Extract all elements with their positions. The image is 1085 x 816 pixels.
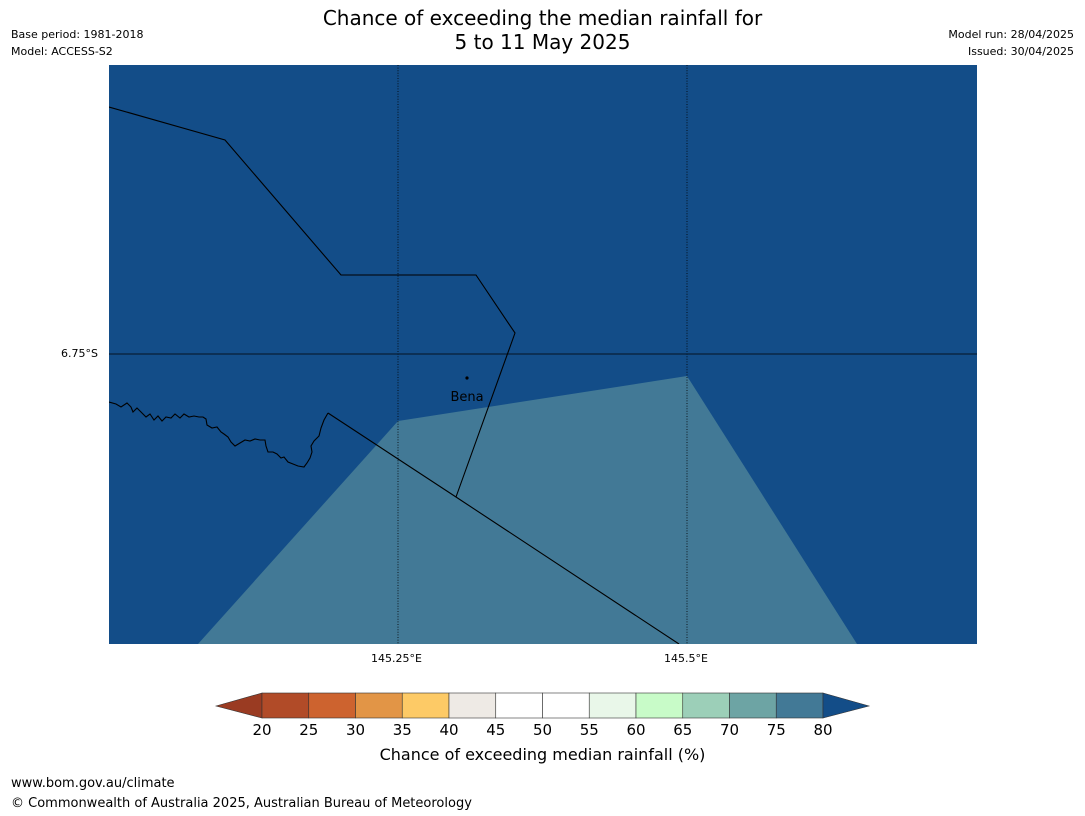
colorbar: 20 25 30 35 40 45 50 55 60 65 70 75 80 (214, 692, 871, 739)
footer-copyright: © Commonwealth of Australia 2025, Austra… (11, 796, 472, 811)
colorbar-tick-label: 60 (626, 721, 645, 739)
colorbar-bin (448, 692, 497, 719)
colorbar-bin (682, 692, 730, 719)
place-marker-bena (465, 376, 469, 380)
colorbar-tick-label: 70 (720, 721, 739, 739)
coastline-boundary (109, 401, 329, 468)
colorbar-bin (775, 692, 824, 719)
colorbar-tick-label: 40 (439, 721, 458, 739)
colorbar-tick-label: 65 (673, 721, 692, 739)
colorbar-bin (355, 692, 403, 719)
province-boundary-north (109, 106, 516, 498)
colorbar-tick-label: 55 (580, 721, 599, 739)
meta-left: Base period: 1981-2018 Model: ACCESS-S2 (11, 26, 143, 60)
colorbar-tick-label: 20 (252, 721, 271, 739)
colorbar-extend-over (822, 692, 871, 719)
longitude-label-1: 145.25°E (371, 652, 422, 665)
map-title-line-1: Chance of exceeding the median rainfall … (322, 6, 763, 30)
map-title-line-2: 5 to 11 May 2025 (454, 30, 631, 54)
colorbar-tick-label: 35 (393, 721, 412, 739)
colorbar-extend-under (214, 692, 263, 719)
colorbar-label: Chance of exceeding median rainfall (%) (379, 745, 706, 764)
colorbar-tick-label: 30 (346, 721, 365, 739)
colorbar-bin (308, 692, 356, 719)
colorbar-bin (588, 692, 637, 719)
colorbar-bin (261, 692, 310, 719)
footer-url: www.bom.gov.au/climate (11, 776, 175, 791)
map-title: Chance of exceeding the median rainfall … (0, 6, 1085, 54)
longitude-label-2: 145.5°E (664, 652, 708, 665)
model-text: Model: ACCESS-S2 (11, 45, 113, 58)
base-period-text: Base period: 1981-2018 (11, 28, 144, 41)
colorbar-tick-label: 80 (813, 721, 832, 739)
colorbar-bin (635, 692, 684, 719)
boundaries (109, 106, 680, 644)
colorbar-bin (495, 692, 543, 719)
colorbar-tick-label: 50 (533, 721, 552, 739)
graticule (109, 65, 977, 644)
issued-text: Issued: 30/04/2025 (967, 45, 1074, 58)
province-boundary-south (327, 412, 680, 644)
place-label-bena: Bena (450, 390, 483, 405)
colorbar-tick-label: 45 (486, 721, 505, 739)
meta-right: Model run: 28/04/2025 Issued: 30/04/2025 (948, 26, 1074, 60)
latitude-label: 6.75°S (61, 347, 98, 360)
colorbar-tick-label: 25 (299, 721, 318, 739)
rainfall-band-lower (198, 376, 857, 644)
colorbar-bin (542, 692, 590, 719)
model-run-text: Model run: 28/04/2025 (948, 28, 1074, 41)
colorbar-bin (401, 692, 450, 719)
colorbar-tick-label: 75 (767, 721, 786, 739)
colorbar-bin (729, 692, 777, 719)
